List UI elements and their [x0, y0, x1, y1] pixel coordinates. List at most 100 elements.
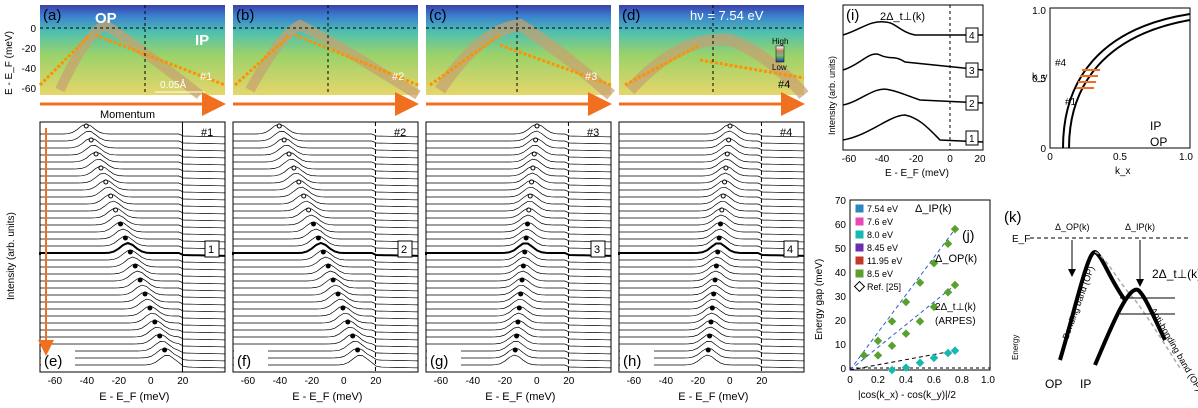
edc-peak-marker [118, 221, 124, 227]
edc-peak-marker [296, 179, 302, 185]
edc-peak-marker [93, 151, 99, 157]
edc-curve [39, 312, 226, 327]
j-ytick-50: 50 [835, 244, 847, 255]
j-ytick-10: 10 [835, 340, 847, 351]
edc-curve [618, 200, 805, 215]
edc-xtick: 0 [727, 376, 733, 387]
legend-marker [855, 269, 864, 278]
edc-curve [232, 193, 419, 208]
edc-peak-marker [716, 235, 722, 241]
edc-curve [425, 305, 612, 320]
i-xtick-m60: -60 [842, 154, 857, 165]
legend-marker [853, 280, 866, 293]
panel-label-e: (e) [44, 353, 62, 370]
j-xtick-04: 0.4 [899, 375, 913, 386]
edc-curve [425, 165, 612, 180]
i-curve-label-1: 1 [969, 134, 975, 145]
edc-curve [39, 200, 226, 215]
edc-xtick: -20 [691, 376, 706, 387]
edc-xtick: 20 [177, 376, 189, 387]
edc-curve [39, 145, 226, 159]
edc-curve [232, 298, 419, 313]
edc-curve [39, 179, 226, 194]
colorbar [775, 45, 785, 63]
edc-peak-marker [709, 305, 715, 311]
edc-curve [618, 152, 805, 166]
j-label-op: Δ_OP(k) [935, 253, 977, 265]
edc-stacks: 1 #1 (e) -60 -40 -20 0 20 E - E_F (meV) 2 #2 (f) -60… [38, 121, 805, 403]
photon-energy: hν = 7.54 eV [690, 8, 764, 23]
edc-curve [39, 284, 226, 299]
i-curve-label-4: 4 [969, 31, 975, 42]
j-legend: 7.54 eV 7.6 eV 8.0 eV 8.45 eV 11.95 eV 8.5 eV… [853, 204, 902, 293]
edc-xtick: -40 [80, 376, 95, 387]
edc-curve [232, 228, 419, 243]
edc-curve [39, 326, 226, 341]
edc-xtick: -60 [241, 376, 256, 387]
edc-curve [39, 222, 226, 236]
edc-peak-marker [88, 137, 94, 143]
edc-marked-label: 1 [208, 244, 214, 256]
fs-ytick-05: 0.5 [1032, 74, 1046, 85]
edc-xtick: 0 [534, 376, 540, 387]
edc-peak-marker [707, 333, 713, 339]
edc-curve [425, 172, 612, 187]
fs-xtick-1: 1.0 [1179, 152, 1193, 163]
map-ytick-60: -60 [22, 84, 37, 95]
edc-xtick: -60 [48, 376, 63, 387]
fs-ylabel: k_y [1032, 72, 1048, 83]
edc-curve [425, 221, 612, 236]
edc-curve [425, 145, 612, 159]
edc-peak-marker [162, 347, 168, 353]
j-points [849, 224, 960, 375]
edc-marked-label: 3 [594, 244, 600, 256]
edc-curve [425, 256, 612, 271]
edc-peak-marker [527, 193, 533, 199]
edc-cut-label: #4 [780, 127, 792, 139]
arpes-map-d: (d) hν = 7.54 eV High Low #4 [619, 5, 809, 116]
edc-curve [618, 214, 805, 229]
edc-curve [425, 158, 612, 173]
edc-peak-marker [345, 319, 351, 325]
label-op: OP [95, 10, 117, 27]
panel-label-g: (g) [430, 353, 448, 370]
edc-curve [232, 214, 419, 229]
edc-curve [232, 137, 419, 152]
cut-label-1: #1 [200, 71, 212, 83]
edc-curve [618, 256, 805, 271]
data-point [929, 353, 939, 363]
edc-peak-marker [113, 207, 119, 213]
legend-label: 8.0 eV [867, 230, 893, 240]
edc-peak-marker [713, 263, 719, 269]
edc-peak-marker [276, 123, 282, 129]
cut-label-2: #2 [392, 71, 404, 83]
edc-curve [39, 165, 226, 180]
edc-peak-marker [122, 235, 128, 241]
edc-curve [232, 200, 419, 215]
edc-curve [618, 305, 805, 320]
edc-cut-label: #2 [394, 127, 406, 139]
edc-peak-marker [281, 137, 287, 143]
legend-marker [855, 217, 864, 226]
edc-curve-1 [842, 114, 984, 143]
edc-stack-e: 1 #1 (e) -60 -40 -20 0 20 E - E_F (meV) [39, 121, 226, 403]
data-point [929, 258, 939, 268]
data-point [950, 280, 960, 290]
data-point [901, 297, 911, 307]
series-guide-line [849, 228, 956, 371]
edc-peak-marker [132, 263, 138, 269]
j-ytick-60: 60 [835, 220, 847, 231]
data-point [915, 317, 925, 326]
fs-ytick-1: 1.0 [1032, 6, 1046, 17]
edc-peak-marker [142, 291, 148, 297]
map-ytick-20: -20 [22, 44, 37, 55]
edc-curve [618, 228, 805, 243]
edc-marked-label: 2 [401, 244, 407, 256]
j-label-arpes: (ARPES) [935, 316, 976, 327]
edc-xtick: -20 [112, 376, 127, 387]
edc-curve [39, 193, 226, 208]
edc-curve [618, 194, 805, 208]
edc-curve-4 [842, 21, 983, 36]
momentum-label: Momentum [100, 109, 155, 121]
panel-label-i: (i) [846, 7, 859, 24]
